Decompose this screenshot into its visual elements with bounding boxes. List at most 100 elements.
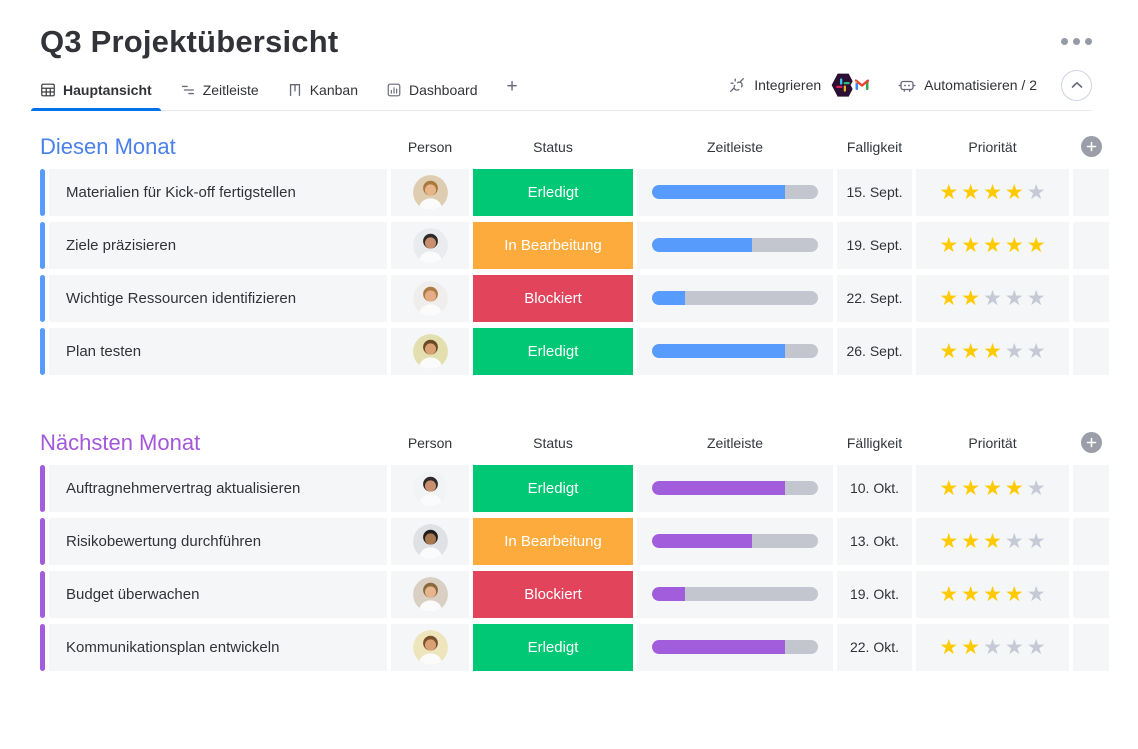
add-view-button[interactable]: + [506, 75, 518, 97]
status-badge[interactable]: Erledigt [473, 327, 633, 375]
timeline-cell[interactable] [637, 168, 833, 216]
automate-button[interactable]: Automatisieren / 2 [898, 76, 1037, 94]
column-header-faelligkeit[interactable]: Falligkeit [846, 138, 903, 155]
star-icon[interactable]: ★ [983, 286, 1002, 310]
star-icon[interactable]: ★ [939, 339, 959, 363]
star-icon[interactable]: ★ [961, 635, 981, 659]
person-cell[interactable] [391, 168, 469, 216]
task-name-cell[interactable]: Plan testen [49, 327, 387, 375]
star-icon[interactable]: ★ [1004, 339, 1024, 363]
column-header-prioritaet[interactable]: Priorität [968, 434, 1017, 451]
timeline-cell[interactable] [637, 517, 833, 565]
star-icon[interactable]: ★ [1004, 635, 1024, 659]
group-title[interactable]: Nächsten Monat [40, 429, 201, 455]
status-badge[interactable]: Blockiert [473, 274, 633, 322]
board-menu-button[interactable] [1061, 38, 1092, 45]
column-header-person[interactable]: Person [407, 138, 453, 155]
star-icon[interactable]: ★ [1004, 582, 1024, 606]
task-name-cell[interactable]: Wichtige Ressourcen identifizieren [49, 274, 387, 322]
star-icon[interactable]: ★ [939, 286, 959, 310]
star-icon[interactable]: ★ [961, 180, 981, 204]
priority-stars-cell[interactable]: ★ ★ ★ ★ ★ [916, 623, 1069, 671]
group-title[interactable]: Diesen Monat [40, 133, 176, 159]
star-icon[interactable]: ★ [983, 233, 1002, 257]
tab-kanban[interactable]: Kanban [278, 76, 367, 110]
status-badge[interactable]: In Bearbeitung [473, 221, 633, 269]
star-icon[interactable]: ★ [983, 529, 1002, 553]
column-header-status[interactable]: Status [533, 434, 573, 451]
person-cell[interactable] [391, 623, 469, 671]
person-cell[interactable] [391, 570, 469, 618]
due-date-cell[interactable]: 26. Sept. [837, 327, 912, 375]
timeline-cell[interactable] [637, 327, 833, 375]
tab-zeitleiste[interactable]: Zeitleiste [171, 76, 268, 110]
star-icon[interactable]: ★ [961, 582, 981, 606]
due-date-cell[interactable]: 19. Sept. [837, 221, 912, 269]
star-icon[interactable]: ★ [939, 476, 959, 500]
priority-stars-cell[interactable]: ★ ★ ★ ★ ★ [916, 464, 1069, 512]
star-icon[interactable]: ★ [939, 582, 959, 606]
task-name-cell[interactable]: Kommunikationsplan entwickeln [49, 623, 387, 671]
star-icon[interactable]: ★ [1026, 635, 1046, 659]
tab-hauptansicht[interactable]: Hauptansicht [31, 76, 161, 111]
star-icon[interactable]: ★ [1026, 582, 1046, 606]
column-header-status[interactable]: Status [533, 138, 573, 155]
star-icon[interactable]: ★ [983, 582, 1002, 606]
star-icon[interactable]: ★ [1004, 233, 1024, 257]
priority-stars-cell[interactable]: ★ ★ ★ ★ ★ [916, 168, 1069, 216]
task-name-cell[interactable]: Risikobewertung durchführen [49, 517, 387, 565]
task-name-cell[interactable]: Budget überwachen [49, 570, 387, 618]
star-icon[interactable]: ★ [1004, 286, 1024, 310]
due-date-cell[interactable]: 22. Sept. [837, 274, 912, 322]
collapse-header-button[interactable] [1061, 69, 1092, 101]
star-icon[interactable]: ★ [1026, 476, 1046, 500]
status-badge[interactable]: Erledigt [473, 168, 633, 216]
priority-stars-cell[interactable]: ★ ★ ★ ★ ★ [916, 221, 1069, 269]
status-badge[interactable]: Blockiert [473, 570, 633, 618]
due-date-cell[interactable]: 22. Okt. [837, 623, 912, 671]
column-header-zeitleiste[interactable]: Zeitleiste [706, 434, 764, 451]
star-icon[interactable]: ★ [983, 635, 1002, 659]
star-icon[interactable]: ★ [939, 233, 959, 257]
column-header-person[interactable]: Person [407, 434, 453, 451]
star-icon[interactable]: ★ [939, 180, 959, 204]
person-cell[interactable] [391, 274, 469, 322]
person-cell[interactable] [391, 517, 469, 565]
star-icon[interactable]: ★ [1026, 286, 1046, 310]
priority-stars-cell[interactable]: ★ ★ ★ ★ ★ [916, 570, 1069, 618]
timeline-cell[interactable] [637, 221, 833, 269]
timeline-cell[interactable] [637, 570, 833, 618]
star-icon[interactable]: ★ [1026, 529, 1046, 553]
task-name-cell[interactable]: Materialien für Kick-off fertigstellen [49, 168, 387, 216]
timeline-cell[interactable] [637, 274, 833, 322]
star-icon[interactable]: ★ [1026, 339, 1046, 363]
star-icon[interactable]: ★ [961, 476, 981, 500]
task-name-cell[interactable]: Ziele präzisieren [49, 221, 387, 269]
column-header-prioritaet[interactable]: Priorität [968, 138, 1017, 155]
status-badge[interactable]: Erledigt [473, 464, 633, 512]
status-badge[interactable]: In Bearbeitung [473, 517, 633, 565]
person-cell[interactable] [391, 221, 469, 269]
star-icon[interactable]: ★ [1004, 180, 1024, 204]
star-icon[interactable]: ★ [1004, 476, 1024, 500]
column-header-faelligkeit[interactable]: Fälligkeit [846, 434, 903, 451]
star-icon[interactable]: ★ [961, 339, 981, 363]
star-icon[interactable]: ★ [983, 180, 1002, 204]
priority-stars-cell[interactable]: ★ ★ ★ ★ ★ [916, 274, 1069, 322]
star-icon[interactable]: ★ [961, 286, 981, 310]
due-date-cell[interactable]: 19. Okt. [837, 570, 912, 618]
add-column-button[interactable] [1073, 432, 1109, 454]
add-column-button[interactable] [1073, 136, 1109, 158]
person-cell[interactable] [391, 327, 469, 375]
timeline-cell[interactable] [637, 623, 833, 671]
star-icon[interactable]: ★ [961, 529, 981, 553]
star-icon[interactable]: ★ [983, 339, 1002, 363]
star-icon[interactable]: ★ [939, 635, 959, 659]
column-header-zeitleiste[interactable]: Zeitleiste [706, 138, 764, 155]
tab-dashboard[interactable]: Dashboard [377, 76, 487, 110]
star-icon[interactable]: ★ [961, 233, 981, 257]
status-badge[interactable]: Erledigt [473, 623, 633, 671]
integrate-button[interactable]: Integrieren [728, 73, 874, 97]
due-date-cell[interactable]: 13. Okt. [837, 517, 912, 565]
person-cell[interactable] [391, 464, 469, 512]
